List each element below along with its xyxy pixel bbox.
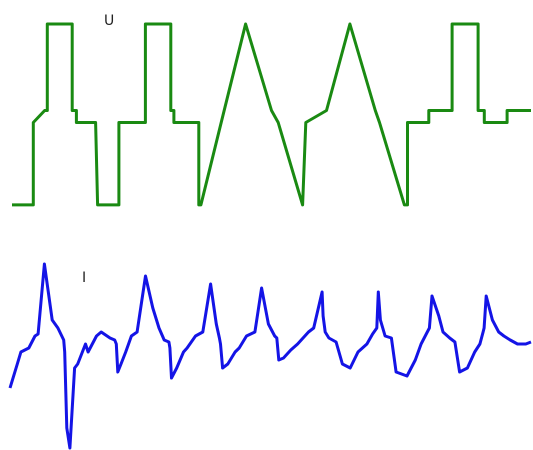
i-trace-label: I	[82, 270, 86, 286]
u-trace-label: U	[104, 13, 114, 29]
u-trace-panel: U	[12, 13, 531, 207]
i-trace-panel: I	[8, 262, 532, 450]
u-trace-line	[12, 22, 531, 207]
i-trace-line	[8, 262, 532, 450]
